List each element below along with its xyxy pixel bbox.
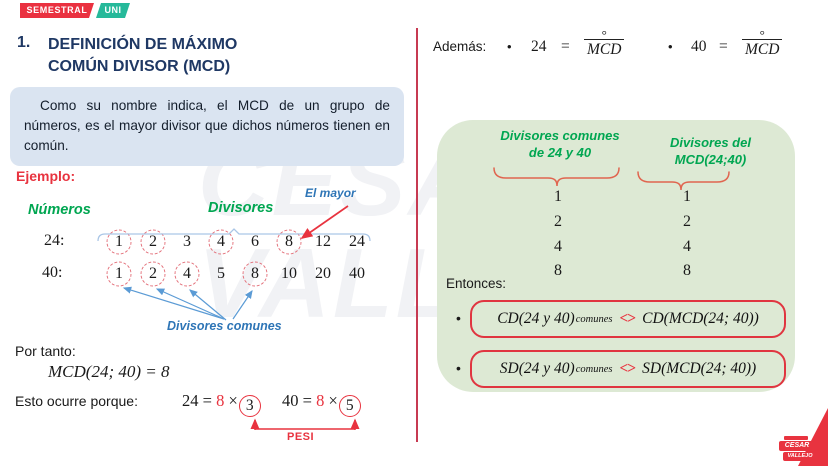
page-title: DEFINICIÓN DE MÁXIMO COMÚN DIVISOR (MCD) — [48, 34, 328, 78]
eq2-cofactor-circle: 5 — [338, 395, 361, 417]
divisor-24-4: 4 — [206, 230, 236, 254]
multiple-24-equals: = — [561, 38, 570, 55]
divisors-label: Divisores — [208, 200, 274, 216]
col2-value: 8 — [683, 262, 691, 279]
col1-value: 2 — [554, 213, 562, 230]
divisor-40-5: 5 — [217, 265, 225, 282]
cd-lhs: CD(24 y 40) — [497, 310, 575, 327]
logo-cesar: CESAR — [779, 441, 815, 451]
col1-value: 8 — [554, 262, 562, 279]
multiple-ring-icon: ° — [759, 27, 765, 42]
col1-header-line1: Divisores comunes — [500, 128, 620, 143]
bullet-equivalence-sd: • — [456, 360, 461, 376]
divisor-24-1: 1 — [104, 230, 134, 254]
multiple-24-number: 24 — [531, 38, 547, 55]
multiple-40-number: 40 — [691, 38, 707, 55]
col2-header-line1: Divisores del — [670, 135, 751, 150]
sd-equivalence-box: SD(24 y 40) comunes <> SD(MCD(24; 40)) — [470, 350, 786, 388]
definition-box: Como su nombre indica, el MCD de un grup… — [10, 87, 404, 166]
cd-rhs: CD(MCD(24; 40)) — [642, 310, 759, 327]
col2-header: Divisores del MCD(24;40) — [628, 134, 793, 168]
factorization-40: 40 = 8 × 5 — [282, 391, 361, 417]
banner-uni: UNI — [96, 3, 130, 18]
sd-relation: <> — [619, 360, 636, 377]
col2-value: 2 — [683, 213, 691, 230]
eq2-factor: 8 — [316, 391, 325, 410]
common-divisors-label: Divisores comunes — [167, 319, 282, 333]
divisor-40-8: 8 — [240, 262, 270, 286]
eq1-times: × — [224, 391, 238, 410]
multiple-ring-icon: ° — [601, 27, 607, 42]
por-tanto-label: Por tanto: — [15, 343, 76, 359]
col1-header-line2: de 24 y 40 — [528, 145, 592, 160]
multiple-40-equals: = — [719, 38, 728, 55]
divisor-24-2: 2 — [138, 230, 168, 254]
col2-value: 1 — [683, 188, 691, 205]
cd-sub: comunes — [575, 313, 613, 325]
multiple-40-mcd: MCD — [745, 41, 780, 58]
banner-semestral: SEMESTRAL — [20, 3, 94, 18]
cd-equivalence-box: CD(24 y 40) comunes <> CD(MCD(24; 40)) — [470, 300, 786, 338]
logo-top-strip — [784, 436, 808, 440]
divisor-24-8: 8 — [274, 230, 304, 254]
example-label: Ejemplo: — [16, 168, 76, 184]
multiple-24-mcd: MCD — [587, 41, 622, 58]
numbers-label: Números — [28, 202, 91, 218]
divisor-24-24: 24 — [349, 233, 365, 250]
panel-divider — [416, 28, 418, 442]
eq1-lhs: 24 = — [182, 391, 217, 410]
cd-relation: <> — [619, 310, 636, 327]
page-title-line1: DEFINICIÓN DE MÁXIMO — [48, 36, 238, 53]
divisor-24-6: 6 — [251, 233, 259, 250]
col1-value: 1 — [554, 188, 562, 205]
eq1-factor: 8 — [216, 391, 225, 410]
sd-rhs: SD(MCD(24; 40)) — [642, 360, 757, 377]
multiple-of-mcd-24: ° MCD — [584, 27, 625, 59]
sd-sub: comunes — [575, 363, 613, 375]
divisor-40-1: 1 — [104, 262, 134, 286]
el-mayor-label: El mayor — [305, 186, 356, 200]
factorization-24: 24 = 8 × 3 — [182, 391, 261, 417]
definition-text: Como su nombre indica, el MCD de un grup… — [24, 98, 390, 153]
divisor-24-12: 12 — [315, 233, 331, 250]
eq2-lhs: 40 = — [282, 391, 317, 410]
pesi-label: PESI — [287, 431, 315, 443]
divisor-40-10: 10 — [281, 265, 297, 282]
col1-header: Divisores comunes de 24 y 40 — [465, 127, 655, 161]
page-title-line2: COMÚN DIVISOR (MCD) — [48, 58, 231, 75]
section-number: 1. — [17, 34, 31, 51]
divisor-40-40: 40 — [349, 265, 365, 282]
eq1-cofactor-circle: 3 — [238, 395, 261, 417]
logo-vallejo: VALLEJO — [783, 452, 817, 461]
ademas-label: Además: — [433, 39, 487, 54]
divisor-24-3: 3 — [183, 233, 191, 250]
comparison-panel — [437, 120, 795, 392]
entonces-label: Entonces: — [446, 276, 507, 291]
col2-header-line2: MCD(24;40) — [674, 152, 747, 167]
col2-value: 4 — [683, 238, 691, 255]
row-24-label: 24: — [44, 232, 65, 249]
divisor-40-20: 20 — [315, 265, 331, 282]
academy-logo: CESAR VALLEJO — [779, 436, 817, 461]
eq2-times: × — [324, 391, 338, 410]
mcd-equation: MCD(24; 40) = 8 — [48, 362, 170, 381]
sd-lhs: SD(24 y 40) — [499, 360, 575, 377]
bullet-multiple-40: • — [668, 39, 673, 54]
row-40-label: 40: — [42, 264, 63, 281]
divisor-40-2: 2 — [138, 262, 168, 286]
bullet-equivalence-cd: • — [456, 310, 461, 326]
col1-value: 4 — [554, 238, 562, 255]
reason-label: Esto ocurre porque: — [15, 393, 138, 409]
multiple-of-mcd-40: ° MCD — [742, 27, 783, 59]
bullet-multiple-24: • — [507, 39, 512, 54]
divisor-40-4: 4 — [172, 262, 202, 286]
